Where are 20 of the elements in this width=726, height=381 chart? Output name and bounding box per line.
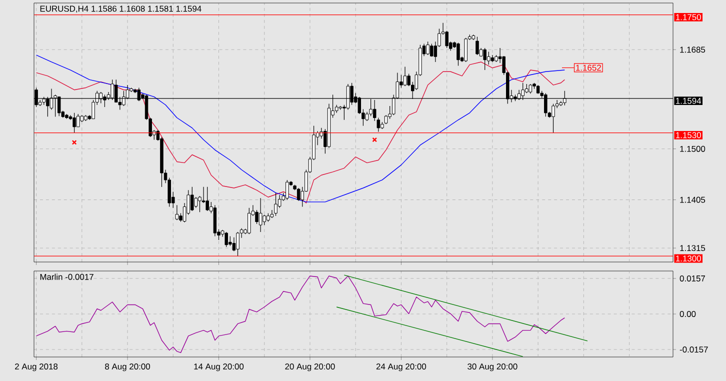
- y-tick-label: -0.0157: [680, 346, 708, 353]
- x-tick-label: 30 Aug 20:00: [468, 364, 518, 372]
- y-tick-label: 1.1315: [680, 245, 706, 252]
- chart-title: Marlin -0.0017: [40, 274, 94, 280]
- annotation: 1.1652: [576, 64, 601, 71]
- chart-title: EURUSD,H4 1.1586 1.1608 1.1581 1.1594: [40, 6, 202, 13]
- y-tick-label: 1.1685: [680, 46, 706, 53]
- ref-line-label: 1.1750: [676, 14, 701, 20]
- x-tick-label: 2 Aug 2018: [15, 364, 58, 372]
- ref-line-label: 1.1530: [676, 132, 701, 138]
- x-tick-label: 24 Aug 20:00: [376, 364, 426, 372]
- x-tick-label: 14 Aug 20:00: [194, 364, 244, 372]
- x-tick-label: 20 Aug 20:00: [285, 364, 335, 372]
- ref-line-label: 1.1594: [676, 98, 702, 104]
- x-tick-label: 8 Aug 20:00: [105, 364, 150, 372]
- y-tick-label: 1.1500: [680, 146, 706, 152]
- y-tick-label: 0.0157: [680, 275, 705, 282]
- y-tick-label: 1.1405: [680, 196, 706, 203]
- ref-line-label: 1.1300: [676, 256, 701, 262]
- y-tick-label: 0.00: [680, 311, 696, 317]
